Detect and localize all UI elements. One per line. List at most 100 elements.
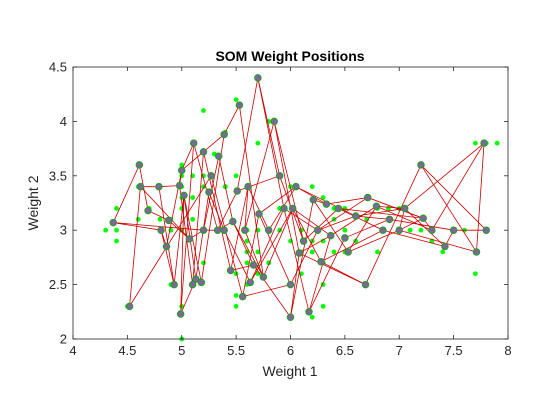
neighbor-link (257, 77, 285, 209)
neighbor-link (382, 229, 446, 247)
neighbor-link (203, 151, 232, 271)
neighbor-link (330, 205, 377, 236)
input-point (190, 195, 196, 200)
neuron-point (249, 261, 258, 269)
neighbor-link (404, 208, 446, 247)
neuron-point (241, 226, 249, 234)
neighbor-link (376, 205, 405, 209)
x-tick-label: 4 (69, 343, 76, 358)
input-point (375, 249, 380, 255)
neuron-point (351, 212, 360, 220)
x-tick-label: 8 (504, 343, 511, 358)
neighbor-link (218, 156, 234, 222)
neighbor-link (238, 105, 264, 278)
neighbor-link (237, 175, 280, 192)
neuron-point (155, 182, 163, 191)
input-point (440, 249, 446, 255)
neuron-point (235, 101, 244, 109)
neuron-point (286, 313, 295, 321)
neuron-point (192, 275, 200, 283)
neighbor-link (299, 235, 331, 254)
neighbor-link (290, 230, 319, 285)
neighbor-link (262, 208, 294, 278)
input-point (233, 173, 239, 179)
input-point (309, 249, 315, 255)
neighbor-link (203, 134, 225, 153)
neuron-point (157, 226, 165, 234)
neighbor-link (160, 230, 175, 285)
neighbor-link (140, 186, 190, 240)
neighbor-link (129, 186, 141, 307)
neighbor-link (258, 213, 291, 285)
neighbor-link (313, 199, 349, 253)
x-tick-label: 7.5 (445, 343, 463, 358)
y-ticks: 2 2.5 3 3.5 4 4.5 (49, 60, 508, 347)
neighbor-link (158, 186, 175, 285)
neuron-point (417, 161, 425, 169)
neighbor-link (236, 77, 259, 192)
x-ticks: 4 4.5 5 5.5 6 6.5 7 7.5 8 (69, 67, 512, 358)
neuron-point (309, 195, 318, 204)
neuron-point (428, 226, 436, 234)
y-tick-label: 4 (60, 114, 67, 129)
neighbor-link (242, 213, 260, 297)
input-point (472, 140, 478, 146)
neighbor-link (283, 208, 318, 231)
neuron-point (305, 308, 313, 316)
y-tick-label: 4.5 (49, 60, 67, 75)
input-point (233, 303, 239, 309)
neighbor-link (367, 197, 424, 219)
neuron-point (226, 266, 235, 275)
input-point (255, 140, 261, 146)
input-point (320, 238, 326, 244)
input-point (244, 260, 250, 266)
neighbor-link (193, 143, 219, 231)
neuron-point (233, 187, 241, 195)
input-point (103, 227, 109, 233)
neuron-point (270, 117, 278, 126)
neuron-point (185, 235, 194, 243)
y-tick-label: 3.5 (49, 168, 67, 183)
neighbor-link (290, 252, 300, 318)
neighbor-link (223, 230, 251, 283)
neighbor-link (195, 192, 210, 280)
neuron-point (264, 226, 273, 234)
neuron-point (482, 226, 490, 234)
neuron-point (441, 242, 449, 251)
input-point (320, 195, 326, 200)
neuron-point (180, 191, 188, 200)
neighbor-link (283, 208, 310, 312)
chart-title: SOM Weight Positions (215, 48, 364, 64)
neuron-point (259, 273, 268, 281)
neuron-point (109, 218, 117, 227)
neuron-point (197, 278, 206, 287)
neuron-point (188, 280, 197, 289)
neighbor-link (404, 142, 485, 209)
input-point (342, 227, 348, 233)
input-point (244, 238, 250, 244)
neuron-point (136, 182, 145, 191)
input-point (114, 238, 119, 244)
plot-area (103, 74, 500, 342)
neighbor-link (365, 164, 422, 285)
neuron-point (254, 74, 262, 82)
input-point (418, 227, 424, 233)
neighbor-link (181, 142, 195, 171)
neighbor-link (244, 230, 264, 278)
neighbor-link (244, 121, 275, 231)
neuron-point (286, 280, 295, 289)
neighbor-link (308, 235, 332, 312)
y-tick-label: 3 (60, 223, 67, 238)
neighbor-link (249, 208, 294, 283)
neighbor-link (230, 186, 249, 271)
neuron-point (207, 172, 215, 180)
neuron-point (400, 204, 409, 213)
neuron-point (317, 258, 325, 266)
neighbor-link (355, 208, 405, 217)
neighbor-link (258, 186, 297, 215)
som-neurons (109, 74, 490, 321)
neuron-point (299, 237, 308, 245)
input-point (135, 216, 141, 222)
neighbor-link (147, 210, 169, 221)
